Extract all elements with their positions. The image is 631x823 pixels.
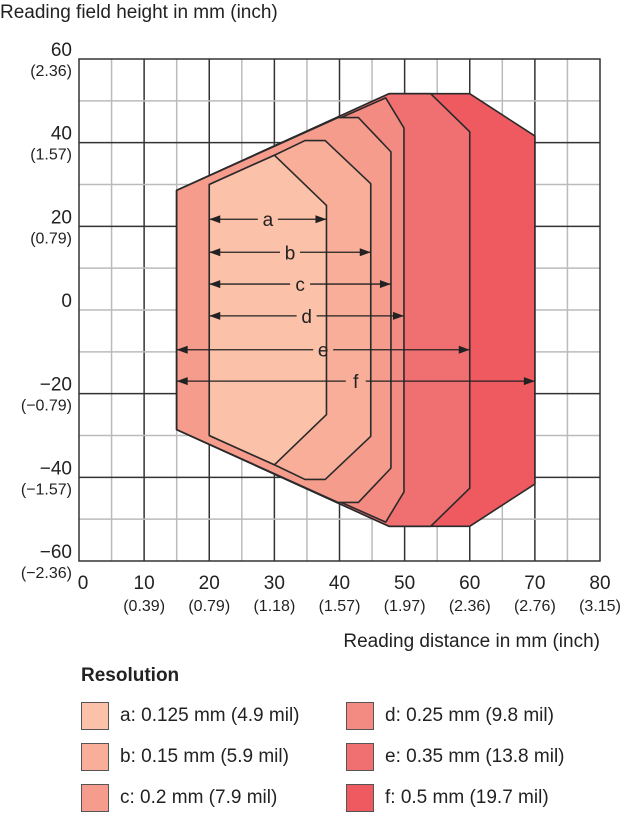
y-tick-label: 20	[51, 207, 72, 228]
reading-zone-a	[208, 154, 328, 466]
legend-swatch	[346, 784, 374, 812]
legend-swatch	[81, 743, 109, 771]
zone-label-c: c	[295, 275, 305, 296]
plot-frame	[78, 58, 601, 562]
x-tick-label: 70	[524, 573, 545, 594]
legend-label: e: 0.35 mm (13.8 mil)	[385, 746, 565, 767]
x-tick-inch-label: (2.36)	[449, 598, 491, 615]
y-tick-label: −60	[40, 542, 72, 563]
arrow-head-left	[209, 248, 221, 257]
x-tick-inch-label: (0.39)	[123, 598, 165, 615]
x-tick-inch-label: (1.57)	[319, 598, 361, 615]
arrow-head-right	[379, 280, 391, 289]
arrow-head-right	[523, 377, 535, 386]
y-tick-label: 60	[51, 40, 72, 61]
legend-item-d: d: 0.25 mm (9.8 mil)	[346, 702, 554, 730]
arrow-head-left	[176, 345, 188, 354]
arrow-head-left	[209, 311, 221, 320]
y-tick-inch-label: (1.57)	[30, 147, 72, 164]
x-tick-label: 0	[78, 573, 89, 594]
x-tick-label: 80	[589, 573, 610, 594]
legend-item-b: b: 0.15 mm (5.9 mil)	[81, 743, 289, 771]
zone-label-a: a	[263, 210, 274, 231]
legend-swatch	[81, 784, 109, 812]
zone-label-f: f	[353, 372, 359, 393]
y-tick-label: −20	[40, 375, 72, 396]
legend-item-c: c: 0.2 mm (7.9 mil)	[81, 784, 277, 812]
y-tick-inch-label: (2.36)	[30, 63, 72, 80]
arrow-head-right	[315, 215, 327, 224]
x-tick-label: 50	[394, 573, 415, 594]
legend-label: d: 0.25 mm (9.8 mil)	[385, 705, 554, 726]
legend-label: b: 0.15 mm (5.9 mil)	[120, 746, 289, 767]
ticks: 60 (2.36) 40 (1.57) 20 (0.79) 0 −20 (−0.79) −40 (−…	[21, 40, 621, 615]
x-tick-inch-label: (0.79)	[188, 598, 230, 615]
x-tick-inch-label: (2.76)	[514, 598, 556, 615]
y-tick-inch-label: (0.79)	[30, 230, 72, 247]
legend-item-a: a: 0.125 mm (4.9 mil)	[81, 702, 300, 730]
y-tick-inch-label: (−2.36)	[21, 565, 72, 582]
arrow-head-right	[458, 345, 470, 354]
y-tick-inch-label: (−0.79)	[21, 398, 72, 415]
arrow-head-right	[359, 248, 371, 257]
zone-label-b: b	[285, 243, 296, 264]
x-tick-inch-label: (1.18)	[253, 598, 295, 615]
x-tick-label: 60	[459, 573, 480, 594]
x-tick-inch-label: (1.97)	[384, 598, 426, 615]
x-tick-inch-label: (3.15)	[579, 598, 621, 615]
arrow-head-left	[209, 215, 221, 224]
y-tick-label: 40	[51, 124, 72, 145]
legend-title: Resolution	[81, 665, 180, 686]
x-tick-label: 40	[329, 573, 350, 594]
legend-swatch	[346, 702, 374, 730]
arrow-head-left	[209, 280, 221, 289]
zone-label-d: d	[301, 307, 312, 328]
y-axis-label: Reading field height in mm (inch)	[0, 2, 278, 23]
x-tick-label: 30	[264, 573, 285, 594]
arrow-head-right	[392, 311, 404, 320]
x-tick-label: 10	[134, 573, 155, 594]
legend-swatch	[81, 702, 109, 730]
y-tick-inch-label: (−1.57)	[21, 481, 72, 498]
legend-swatch	[346, 743, 374, 771]
x-axis-label: Reading distance in mm (inch)	[343, 631, 600, 652]
legend-label: c: 0.2 mm (7.9 mil)	[120, 787, 278, 808]
arrow-head-left	[176, 377, 188, 386]
legend-label: f: 0.5 mm (19.7 mil)	[385, 787, 549, 808]
y-tick-label: −40	[40, 458, 72, 479]
legend-label: a: 0.125 mm (4.9 mil)	[120, 705, 300, 726]
x-tick-label: 20	[199, 573, 220, 594]
y-tick-label: 0	[61, 291, 72, 312]
zone-label-e: e	[318, 341, 329, 362]
legend-item-e: e: 0.35 mm (13.8 mil)	[346, 743, 565, 771]
legend-item-f: f: 0.5 mm (19.7 mil)	[346, 784, 549, 812]
areas	[175, 92, 536, 528]
